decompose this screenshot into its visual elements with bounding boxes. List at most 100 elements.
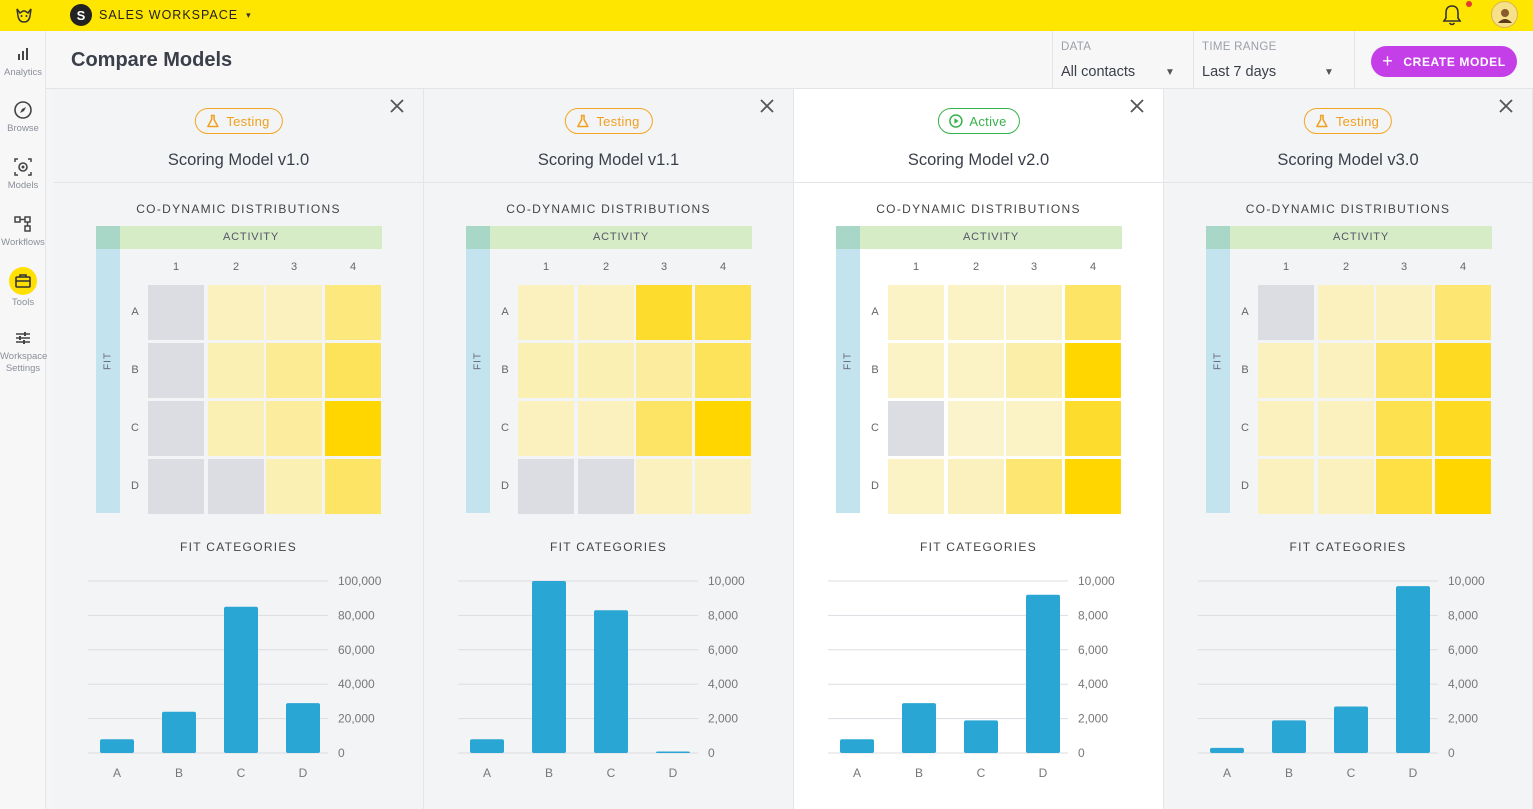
bar[interactable] xyxy=(840,739,874,753)
heatmap-cell[interactable] xyxy=(1006,401,1062,456)
heatmap-cell[interactable] xyxy=(1065,285,1121,340)
workspace-switcher[interactable]: S SALES WORKSPACE ▾ xyxy=(70,2,251,28)
sidebar-item-workflows[interactable]: Workflows xyxy=(0,213,46,249)
sidebar-item-workspace-settings[interactable]: Workspace Settings xyxy=(0,327,47,375)
heatmap-cell[interactable] xyxy=(518,285,574,340)
heatmap-cell[interactable] xyxy=(695,459,751,514)
heatmap-cell[interactable] xyxy=(1258,343,1314,398)
bar[interactable] xyxy=(532,581,566,753)
heatmap-row-label: B xyxy=(1241,364,1249,376)
heatmap-cell[interactable] xyxy=(888,285,944,340)
heatmap-cell[interactable] xyxy=(695,401,751,456)
heatmap-cell[interactable] xyxy=(266,285,322,340)
heatmap-cell[interactable] xyxy=(325,459,381,514)
bar[interactable] xyxy=(656,751,690,754)
sidebar-label: Tools xyxy=(11,297,35,308)
heatmap-cell[interactable] xyxy=(1006,459,1062,514)
heatmap-cell[interactable] xyxy=(1318,459,1374,514)
heatmap-cell[interactable] xyxy=(636,343,692,398)
close-panel-button[interactable] xyxy=(757,95,777,117)
bar[interactable] xyxy=(286,703,320,753)
heatmap-cell[interactable] xyxy=(1435,459,1491,514)
bar[interactable] xyxy=(470,739,504,753)
heatmap-cell[interactable] xyxy=(578,401,634,456)
heatmap-cell[interactable] xyxy=(266,459,322,514)
heatmap-cell[interactable] xyxy=(578,459,634,514)
heatmap-cell[interactable] xyxy=(148,285,204,340)
bar[interactable] xyxy=(1210,747,1244,753)
sidebar-item-models[interactable]: Models xyxy=(0,156,46,192)
heatmap-cell[interactable] xyxy=(695,285,751,340)
cat-mascot-icon[interactable] xyxy=(12,3,36,27)
heatmap-cell[interactable] xyxy=(148,343,204,398)
heatmap-cell[interactable] xyxy=(888,401,944,456)
heatmap-cell[interactable] xyxy=(1376,401,1432,456)
close-panel-button[interactable] xyxy=(387,95,407,117)
heatmap-cell[interactable] xyxy=(266,343,322,398)
heatmap-cell[interactable] xyxy=(948,285,1004,340)
heatmap-cell[interactable] xyxy=(1435,343,1491,398)
heatmap-cell[interactable] xyxy=(1065,401,1121,456)
bar[interactable] xyxy=(100,739,134,753)
heatmap-cell[interactable] xyxy=(1065,343,1121,398)
heatmap-cell[interactable] xyxy=(1318,343,1374,398)
heatmap-cell[interactable] xyxy=(636,401,692,456)
heatmap-cell[interactable] xyxy=(888,343,944,398)
bell-icon[interactable] xyxy=(1441,3,1463,27)
heatmap-cell[interactable] xyxy=(1376,285,1432,340)
heatmap-cell[interactable] xyxy=(1376,343,1432,398)
heatmap-cell[interactable] xyxy=(208,285,264,340)
bar[interactable] xyxy=(224,606,258,753)
sidebar-item-tools[interactable]: Tools xyxy=(0,267,46,309)
heatmap-cell[interactable] xyxy=(1318,401,1374,456)
heatmap-cell[interactable] xyxy=(1435,401,1491,456)
heatmap-cell[interactable] xyxy=(325,343,381,398)
time-range-filter[interactable]: TIME RANGE Last 7 days ▼ xyxy=(1193,31,1356,89)
sidebar-item-browse[interactable]: Browse xyxy=(0,99,46,135)
create-model-button[interactable]: + CREATE MODEL xyxy=(1371,46,1517,77)
heatmap-cell[interactable] xyxy=(266,401,322,456)
heatmap-cell[interactable] xyxy=(948,459,1004,514)
heatmap-cell[interactable] xyxy=(1318,285,1374,340)
bar[interactable] xyxy=(1396,586,1430,753)
bar[interactable] xyxy=(1272,720,1306,753)
heatmap-cell[interactable] xyxy=(636,459,692,514)
heatmap-cell[interactable] xyxy=(888,459,944,514)
heatmap-cell[interactable] xyxy=(1258,285,1314,340)
heatmap-row-label: D xyxy=(1241,480,1249,492)
bar[interactable] xyxy=(902,703,936,753)
heatmap-cell[interactable] xyxy=(1435,285,1491,340)
heatmap-cell[interactable] xyxy=(1006,285,1062,340)
data-filter[interactable]: DATA All contacts ▼ xyxy=(1052,31,1195,89)
bar[interactable] xyxy=(1334,706,1368,753)
heatmap-cell[interactable] xyxy=(1376,459,1432,514)
bar[interactable] xyxy=(964,720,998,753)
close-panel-button[interactable] xyxy=(1127,95,1147,117)
bar[interactable] xyxy=(162,711,196,753)
sidebar-item-analytics[interactable]: Analytics xyxy=(0,43,46,79)
heatmap-cell[interactable] xyxy=(518,343,574,398)
bar[interactable] xyxy=(594,610,628,753)
heatmap-cell[interactable] xyxy=(1065,459,1121,514)
heatmap-cell[interactable] xyxy=(208,343,264,398)
heatmap-cell[interactable] xyxy=(1258,459,1314,514)
close-panel-button[interactable] xyxy=(1496,95,1516,117)
heatmap-cell[interactable] xyxy=(578,285,634,340)
heatmap-cell[interactable] xyxy=(208,459,264,514)
heatmap-cell[interactable] xyxy=(325,401,381,456)
heatmap-cell[interactable] xyxy=(518,459,574,514)
heatmap-cell[interactable] xyxy=(948,401,1004,456)
heatmap-cell[interactable] xyxy=(148,401,204,456)
heatmap-cell[interactable] xyxy=(208,401,264,456)
heatmap-cell[interactable] xyxy=(1258,401,1314,456)
heatmap-cell[interactable] xyxy=(578,343,634,398)
heatmap-cell[interactable] xyxy=(1006,343,1062,398)
heatmap-cell[interactable] xyxy=(148,459,204,514)
heatmap-cell[interactable] xyxy=(325,285,381,340)
user-avatar[interactable] xyxy=(1491,1,1518,28)
bar[interactable] xyxy=(1026,594,1060,753)
heatmap-cell[interactable] xyxy=(518,401,574,456)
heatmap-cell[interactable] xyxy=(948,343,1004,398)
heatmap-cell[interactable] xyxy=(636,285,692,340)
heatmap-cell[interactable] xyxy=(695,343,751,398)
